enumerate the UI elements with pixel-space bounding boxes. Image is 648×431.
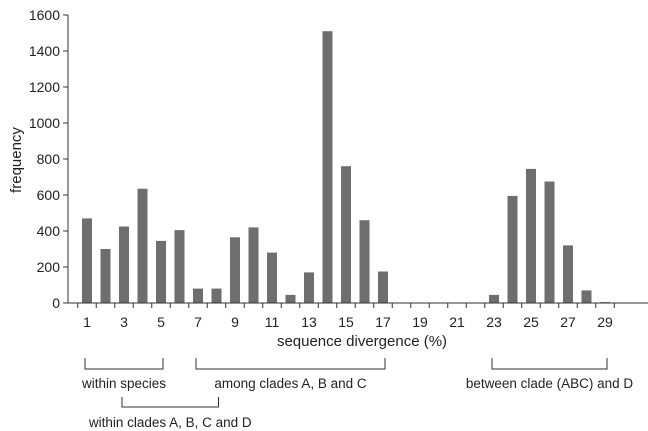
bracket-within-species [84,358,164,370]
x-tick-label-23: 23 [486,314,502,330]
bar-15 [341,166,351,303]
x-tick-label-9: 9 [231,314,239,330]
annotation-label-within-clades-abcd: within clades A, B, C and D [88,415,252,430]
y-tick-label-200: 200 [37,259,61,275]
bar-7 [193,288,203,303]
bar-17 [378,271,388,303]
y-tick-label-600: 600 [37,187,61,203]
bar-12 [285,294,296,303]
x-tick-label-7: 7 [194,314,202,330]
bar-1 [82,218,92,303]
bar-13 [304,272,314,303]
y-tick-label-800: 800 [37,151,61,167]
y-tick-label-1200: 1200 [29,79,60,95]
y-tick-label-1000: 1000 [29,115,60,131]
x-tick-label-27: 27 [560,314,576,330]
bar-16 [359,220,370,303]
x-tick-label-19: 19 [412,314,428,330]
y-tick-label-1400: 1400 [29,43,60,59]
x-tick-label-13: 13 [301,314,317,330]
y-tick-label-1600: 1600 [29,7,60,23]
annotation-label-within-species: within species [81,376,166,391]
x-tick-label-29: 29 [597,314,613,330]
bar-11 [267,252,277,303]
x-tick-label-3: 3 [120,314,128,330]
bracket-between-clade-abc-d [491,358,608,370]
bar-10 [248,227,259,303]
bar-6 [174,230,185,303]
bar-14 [322,31,333,303]
annotation-label-among-clades-abc: among clades A, B and C [214,376,367,391]
bar-2 [100,249,111,303]
bar-8 [211,288,222,303]
y-axis-ticks: 0 200 400 600 800 1000 1200 1400 1600 [29,7,68,311]
bar-9 [230,237,240,303]
y-tick-label-0: 0 [52,295,60,311]
bar-4 [137,188,148,303]
x-tick-label-5: 5 [157,314,165,330]
bar-3 [119,226,129,303]
bar-27 [563,245,573,303]
bracket-among-clades-abc [195,358,386,370]
bar-5 [156,240,166,303]
bar-24 [507,195,518,303]
x-tick-label-25: 25 [523,314,539,330]
bar-26 [544,181,555,303]
x-tick-label-11: 11 [265,314,280,330]
bar-28 [581,290,592,303]
x-tick-label-15: 15 [338,314,354,330]
x-tick-label-21: 21 [449,314,465,330]
y-axis-title: frequency [8,127,25,193]
bars-group [82,31,610,303]
bracket-within-clades-abcd [121,397,219,408]
x-tick-label-1: 1 [83,314,91,330]
x-axis-title: sequence divergence (%) [277,333,447,350]
y-tick-label-400: 400 [37,223,61,239]
annotation-label-between-clade-abc-d: between clade (ABC) and D [466,376,634,391]
annotation-group: within species within clades A, B, C and … [81,358,633,430]
x-tick-label-17: 17 [375,314,391,330]
bar-25 [526,168,536,303]
bar-23 [489,294,499,303]
x-axis-ticks: 1 3 5 7 9 11 13 15 17 19 21 23 25 27 29 [77,303,615,330]
